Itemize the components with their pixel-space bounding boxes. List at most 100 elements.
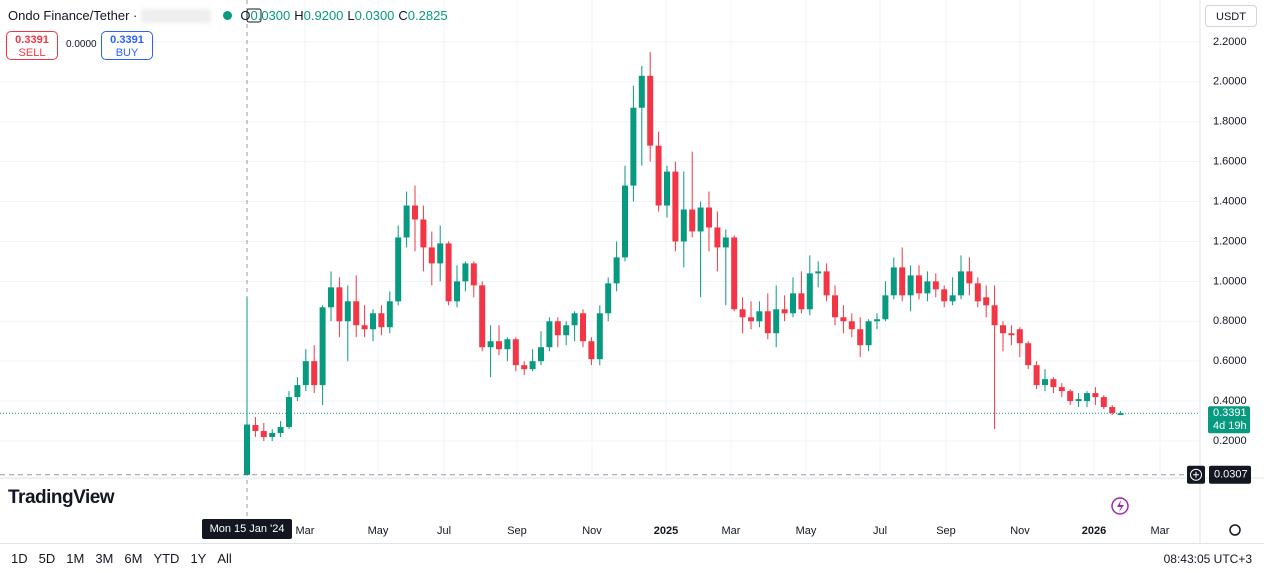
plus-icon	[1190, 468, 1202, 481]
candle-body	[966, 271, 973, 284]
currency-button[interactable]: USDT	[1205, 5, 1257, 27]
settings-icon	[1229, 524, 1241, 536]
candle-body	[689, 209, 696, 232]
range-button[interactable]: YTD	[153, 551, 180, 566]
candle-body	[874, 319, 880, 322]
ohlc-key: O	[240, 8, 251, 23]
candle-body	[924, 281, 931, 294]
candle-body	[286, 397, 292, 428]
candle-body	[932, 281, 939, 290]
crosshair-date-box	[202, 519, 292, 539]
logo: TradingView	[8, 487, 115, 509]
y-tick-label: 1.4000	[1213, 195, 1247, 207]
sell-button[interactable]: 0.3391 SELL	[6, 31, 58, 60]
x-tick-label: 2026	[1082, 525, 1106, 537]
candle-body	[1067, 391, 1074, 402]
candle-body	[479, 285, 486, 348]
candle-body	[655, 145, 662, 206]
ohlc-value: 0.9200	[303, 8, 344, 23]
lightning-icon	[1117, 500, 1124, 512]
range-button[interactable]: 3M	[95, 551, 114, 566]
candle-body	[1075, 399, 1082, 402]
range-button[interactable]: 1Y	[190, 551, 207, 566]
candle-body	[857, 329, 864, 346]
candle-body	[571, 313, 578, 326]
candle-body	[622, 185, 628, 258]
candle-body	[361, 325, 368, 330]
candle-body	[840, 317, 847, 322]
y-tick-label: 2.0000	[1213, 76, 1247, 88]
candle-body	[748, 317, 754, 322]
ohlc-value: 0.0300	[250, 8, 291, 23]
logo-text: TradingView	[8, 487, 115, 508]
spread: 0.0000	[66, 39, 97, 50]
candle-body	[252, 425, 259, 432]
candle-body	[529, 361, 536, 370]
y-tick-label: 0.6000	[1213, 355, 1247, 367]
candle-body	[370, 313, 376, 330]
y-tick-label: 1.2000	[1213, 235, 1247, 247]
x-tick-label: Sep	[936, 525, 956, 537]
candle-body	[848, 321, 855, 330]
candle-body	[638, 75, 645, 108]
range-button[interactable]: 1M	[66, 551, 85, 566]
candle-body	[538, 347, 544, 362]
range-button[interactable]: 1D	[11, 551, 28, 566]
candle-body	[487, 341, 494, 348]
candle-body	[815, 271, 822, 274]
candle-body	[714, 227, 721, 248]
candle-body	[1000, 325, 1006, 334]
x-tick-label: Mar	[296, 525, 315, 537]
candle-body	[706, 207, 712, 228]
candle-body	[1025, 343, 1032, 366]
candle-body	[680, 209, 687, 242]
last-price-label: 0.3391	[1213, 407, 1247, 419]
x-tick-label: Mar	[722, 525, 741, 537]
candle-body	[412, 205, 418, 220]
candle-body	[739, 309, 746, 318]
candle-body	[991, 305, 998, 326]
candle-body	[941, 289, 948, 302]
ohlc-key: C	[398, 8, 408, 23]
candle-body	[319, 307, 326, 386]
y-tick-label: 2.2000	[1213, 36, 1247, 48]
range-button[interactable]: 5D	[38, 551, 56, 566]
y-tick-label: 1.0000	[1213, 275, 1247, 287]
x-tick-label: Jul	[437, 525, 451, 537]
candle-body	[311, 361, 318, 386]
ohlc-key: H	[294, 8, 304, 23]
buy-button[interactable]: 0.3391 BUY	[101, 31, 153, 60]
candle-body	[1050, 379, 1057, 388]
candle-body	[269, 433, 276, 437]
candle-body	[773, 309, 780, 334]
x-tick-label: Nov	[582, 525, 602, 537]
y-tick-label: 0.8000	[1213, 315, 1247, 327]
candle-body	[907, 275, 914, 296]
candle-body	[344, 301, 351, 322]
candle-body	[1016, 329, 1023, 344]
symbol-legend: Ondo Finance/Tether · O0.0300 H0.9200 L0.0…	[8, 8, 452, 23]
candle-body	[336, 287, 343, 322]
candle-body	[1092, 393, 1099, 398]
candle-body	[756, 311, 763, 322]
candle-body	[790, 293, 796, 314]
candle-body	[470, 263, 477, 286]
candle-body	[722, 237, 729, 248]
last-price-box	[1208, 406, 1250, 434]
range-button[interactable]: All	[217, 551, 232, 566]
candle-body	[781, 309, 788, 314]
candle-body	[613, 257, 620, 284]
candle-body	[1058, 387, 1065, 392]
x-tick-label: May	[796, 525, 817, 537]
candle-body	[454, 281, 460, 302]
candle-body	[260, 431, 267, 437]
candle-body	[664, 171, 670, 206]
candle-body	[428, 247, 435, 264]
candle-body	[764, 311, 771, 334]
candle-body	[563, 325, 570, 336]
range-button[interactable]: 6M	[124, 551, 143, 566]
candle-body	[302, 361, 309, 386]
candle-body	[353, 301, 360, 326]
candle-body	[596, 313, 603, 360]
